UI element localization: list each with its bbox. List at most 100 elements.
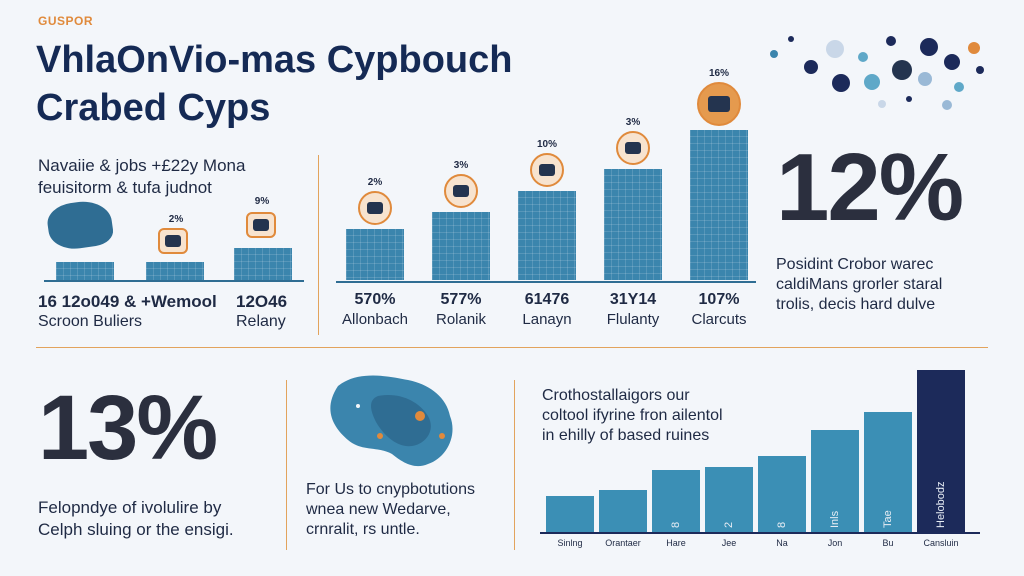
left-stat-1-value: 16 12o049 & +Wemool — [38, 292, 217, 311]
br-bar-8 — [917, 370, 965, 532]
divider-bottom-2 — [514, 380, 515, 550]
br-bar-2 — [599, 490, 647, 532]
mid-label-2: 577% Rolanik — [416, 290, 506, 330]
mid-label-text: Rolanik — [435, 311, 487, 328]
mid-badge-2-icon — [444, 174, 478, 208]
mid-label-text: Clarcuts — [691, 311, 747, 328]
blob-shape-icon — [45, 197, 115, 253]
mid-pct-2: 3% — [453, 160, 469, 171]
mid-label-4: 31Y14 Flulanty — [588, 290, 678, 330]
title-line-2: Crabed Cyps — [36, 87, 271, 129]
page-title: VhlaOnVio-mas Cypbouch Crabed Cyps — [36, 36, 656, 132]
mid-label-5: 107% Clarcuts — [674, 290, 764, 330]
br-bar-7 — [864, 412, 912, 532]
mid-pct-4: 3% — [625, 117, 641, 128]
mid-bar-3 — [518, 191, 576, 280]
bottom-mid-line-1: For Us to cnypbotutions — [306, 481, 475, 498]
mid-chart-baseline — [336, 281, 756, 283]
right-big-percent: 12% — [776, 134, 964, 241]
mid-bar-5 — [690, 130, 748, 280]
mid-pct-1: 2% — [367, 177, 383, 188]
bottom-right-baseline — [540, 532, 980, 534]
mid-bar-1 — [346, 229, 404, 280]
br-bar-label-6: Inls — [829, 510, 841, 528]
left-stat-1-label: Scroon Buliers — [38, 313, 143, 330]
mid-label-value: 570% — [354, 291, 396, 308]
right-top-line-3: trolis, decis hard dulve — [776, 296, 936, 313]
br-bar-6 — [811, 430, 859, 532]
br-bar-label-7: Tae — [882, 510, 894, 528]
mid-label-value: 577% — [440, 291, 482, 308]
mid-label-3: 61476 Lanayn — [502, 290, 592, 330]
title-line-1: VhlaOnVio-mas Cypbouch — [36, 39, 513, 81]
mid-badge-4-icon — [616, 131, 650, 165]
bottom-right-x-axis: Sinlng Orantaer Hare Jee Na Jon Bu Cansluin — [546, 538, 976, 554]
section-divider — [36, 347, 988, 348]
left-stat-2: 12O46 Relany — [236, 292, 316, 332]
bottom-right-line-1: Crothostallaigors our — [542, 387, 690, 404]
br-x-tick-1: Sinlng — [557, 538, 583, 548]
br-x-tick-7: Bu — [882, 538, 894, 548]
br-bar-4 — [705, 467, 753, 532]
br-x-tick-5: Na — [776, 538, 788, 548]
bottom-left-line-1: Felopndye of ivolulire by — [38, 498, 222, 517]
mid-bar-2 — [432, 212, 490, 280]
mid-bar-chart: 2% 3% 10% 3% 16% — [336, 40, 756, 280]
mid-label-1: 570% Allonbach — [330, 290, 420, 330]
right-top-text: Posidint Crobor warec caldiMans grorler … — [776, 255, 1016, 315]
divider-right — [760, 140, 761, 335]
br-x-tick-3: Hare — [666, 538, 686, 548]
mini-pct-2: 9% — [254, 196, 270, 207]
mid-label-text: Lanayn — [522, 311, 572, 328]
bottom-big-percent: 13% — [38, 377, 218, 479]
br-bar-1 — [546, 496, 594, 532]
bottom-mid-line-2: wnea new Wedarve, — [306, 501, 451, 518]
left-stat-2-label: Relany — [236, 313, 286, 330]
map-illustration — [318, 366, 468, 476]
right-top-line-1: Posidint Crobor warec — [776, 256, 934, 273]
bottom-right-line-3: in ehilly of based ruines — [542, 427, 710, 444]
bottom-mid-text: For Us to cnypbotutions wnea new Wedarve… — [306, 480, 516, 540]
br-x-tick-8: Cansluin — [923, 538, 959, 548]
br-x-tick-4: Jee — [721, 538, 737, 548]
br-bar-5 — [758, 456, 806, 532]
mid-label-value: 61476 — [524, 291, 570, 308]
br-x-tick-2: Orantaer — [605, 538, 641, 548]
mid-badge-1-icon — [358, 191, 392, 225]
kicker-text: GUSPOR — [38, 14, 94, 28]
mid-pct-5: 16% — [708, 68, 729, 79]
br-bar-label-5: 8 — [776, 521, 788, 528]
bottom-right-line-2: coltool ifyrine fron ailentol — [542, 407, 723, 424]
br-bar-label-8: Helobodz — [935, 481, 947, 528]
mid-pct-3: 10% — [536, 139, 557, 150]
br-bar-label-3: 8 — [670, 521, 682, 528]
br-bar-label-4: 2 — [723, 521, 735, 528]
mini-badge-1-icon — [158, 228, 188, 254]
mid-badge-3-icon — [530, 153, 564, 187]
right-top-line-2: caldiMans grorler staral — [776, 276, 943, 293]
mid-label-text: Allonbach — [342, 311, 408, 328]
mid-chart-labels: 570% Allonbach 577% Rolanik 61476 Lanayn 31Y14… — [336, 290, 756, 330]
mini-pct-1: 2% — [168, 214, 184, 225]
br-bar-3 — [652, 470, 700, 532]
br-x-tick-6: Jon — [827, 538, 843, 548]
mid-label-value: 107% — [698, 291, 740, 308]
divider-bottom-1 — [286, 380, 287, 550]
mid-badge-5-icon — [697, 82, 741, 126]
bottom-mid-line-3: crnralit, rs untle. — [306, 521, 420, 538]
mini-badge-2-icon — [246, 212, 276, 238]
mid-bar-4 — [604, 169, 662, 280]
divider-left — [318, 155, 319, 335]
mid-label-text: Flulanty — [606, 311, 660, 328]
bottom-left-line-2: Celph sluing or the ensigi. — [38, 520, 234, 539]
bottom-right-bar-chart: 8 2 8 Inls Tae Helobodz — [546, 370, 976, 532]
left-stat-1: 16 12o049 & +Wemool Scroon Buliers — [38, 292, 228, 332]
bottom-left-text: Felopndye of ivolulire by Celph sluing o… — [38, 497, 288, 541]
mid-label-value: 31Y14 — [609, 291, 657, 308]
bottom-right-text: Crothostallaigors our coltool ifyrine fr… — [542, 386, 842, 446]
decorative-dots — [760, 30, 1000, 120]
left-mini-chart: 2% 9% — [44, 190, 304, 282]
left-stat-2-value: 12O46 — [236, 292, 288, 311]
intro-line-1: Navaiie & jobs +£22y Mona — [38, 156, 246, 175]
intro-text: Navaiie & jobs +£22y Mona feuisitorm & t… — [38, 155, 278, 199]
